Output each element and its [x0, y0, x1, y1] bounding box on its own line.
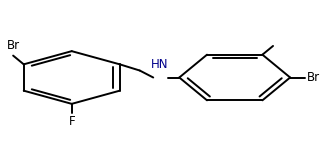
Text: Br: Br: [306, 71, 319, 84]
Text: Br: Br: [7, 40, 20, 53]
Text: HN: HN: [151, 58, 169, 71]
Text: F: F: [68, 115, 75, 128]
